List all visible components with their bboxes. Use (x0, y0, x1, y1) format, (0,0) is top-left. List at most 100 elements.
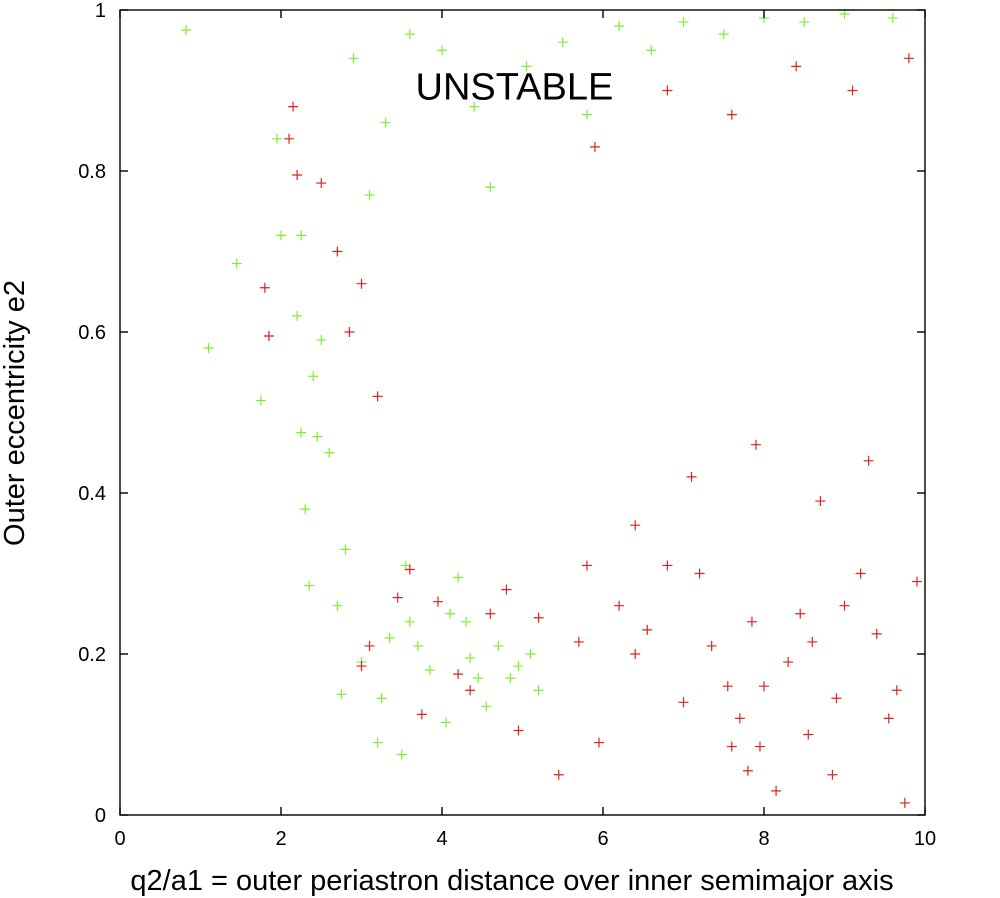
unstable-point (304, 580, 315, 591)
unstable-point (404, 616, 415, 627)
stable-point (614, 600, 625, 611)
stable-point (726, 741, 737, 752)
unstable-point (453, 572, 464, 583)
stable-point (891, 685, 902, 696)
unstable-point (312, 431, 323, 442)
unstable-point (441, 717, 452, 728)
unstable-point (308, 371, 319, 382)
stable-point (839, 600, 850, 611)
stable-point (694, 568, 705, 579)
unstable-point (324, 447, 335, 458)
stable-point (871, 628, 882, 639)
y-axis-title: Outer eccentricity e2 (0, 280, 31, 546)
stable-point (453, 669, 464, 680)
unstable-point (424, 665, 435, 676)
unstable-point (376, 693, 387, 704)
unstable-point (203, 343, 214, 354)
stable-point (831, 693, 842, 704)
stable-point (372, 391, 383, 402)
stable-point (533, 612, 544, 623)
x-tick-label: 10 (914, 828, 936, 850)
stable-annotation: STABLE (636, 244, 779, 286)
points-layer (181, 9, 922, 808)
x-tick-label: 0 (114, 828, 125, 850)
unstable-point (292, 310, 303, 321)
x-tick-label: 6 (597, 828, 608, 850)
unstable-point (380, 117, 391, 128)
y-tick-label: 0.2 (78, 644, 106, 666)
x-tick-label: 4 (436, 828, 447, 850)
unstable-point (799, 17, 810, 28)
unstable-point (469, 101, 480, 112)
stable-point (662, 85, 673, 96)
stable-point (553, 769, 564, 780)
unstable-point (384, 632, 395, 643)
unstable-point (276, 230, 286, 241)
stable-point (485, 608, 496, 619)
stable-point (332, 246, 343, 257)
stable-point (404, 564, 415, 575)
unstable-point (296, 427, 307, 438)
unstable-point (461, 616, 472, 627)
unstable-point (332, 600, 343, 611)
stable-point (284, 133, 295, 144)
stable-point (742, 765, 753, 776)
stable-point (726, 109, 737, 120)
stable-point (803, 729, 814, 740)
unstable-point (485, 182, 496, 193)
unstable-point (473, 673, 484, 684)
unstable-point (646, 45, 657, 56)
unstable-point (404, 29, 415, 40)
unstable-point (336, 689, 347, 700)
y-tick-label: 0.6 (78, 322, 106, 344)
stable-point (827, 769, 838, 780)
unstable-point (364, 190, 375, 201)
stable-point (259, 282, 270, 293)
unstable-point (581, 109, 592, 120)
stable-point (356, 661, 367, 672)
stable-point (678, 697, 689, 708)
stable-point (593, 737, 604, 748)
stable-point (750, 439, 761, 450)
stable-point (754, 741, 765, 752)
stable-point (807, 636, 818, 647)
y-tick-label: 1 (95, 0, 106, 22)
stable-point (465, 685, 476, 696)
unstable-point (396, 749, 407, 760)
stable-point (771, 785, 782, 796)
unstable-point (340, 544, 351, 555)
stable-point (883, 713, 894, 724)
stable-point (416, 709, 427, 720)
stable-point (513, 725, 524, 736)
stable-point (581, 560, 592, 571)
stable-point (911, 576, 922, 587)
stable-point (316, 178, 327, 189)
unstable-point (316, 335, 327, 346)
stable-point (795, 608, 806, 619)
unstable-point (465, 653, 476, 664)
unstable-point (271, 133, 282, 144)
stable-point (263, 331, 274, 342)
ticks-layer (119, 9, 926, 816)
stable-point (392, 592, 403, 603)
unstable-point (348, 53, 359, 64)
unstable-point (557, 37, 568, 48)
unstable-point (525, 649, 536, 659)
x-tick-label: 2 (275, 828, 286, 850)
stable-point (903, 53, 914, 64)
unstable-point (505, 673, 516, 684)
unstable-point (400, 560, 411, 571)
stable-point (432, 596, 443, 607)
unstable-point (445, 608, 456, 619)
stable-point (573, 636, 584, 647)
stable-point (899, 797, 910, 808)
unstable-point (231, 258, 242, 269)
stable-point (686, 471, 697, 482)
unstable-point (533, 685, 544, 696)
unstable-point (300, 504, 311, 515)
unstable-point (678, 17, 689, 28)
stable-point (642, 624, 653, 635)
unstable-point (372, 737, 383, 748)
unstable-annotation: UNSTABLE (416, 66, 614, 108)
